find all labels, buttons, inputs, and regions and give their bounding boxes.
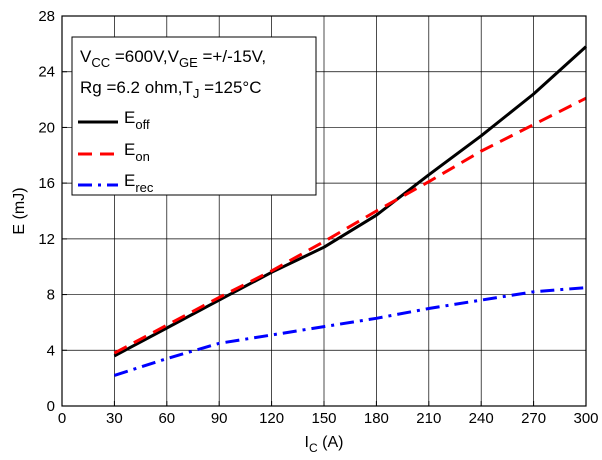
annotation-part: Rg =6.2 ohm,T <box>80 78 193 97</box>
y-tick-labels: 0 4 8 12 16 20 24 28 <box>38 8 55 415</box>
x-tick-label: 270 <box>521 410 546 427</box>
x-axis-title: IC (A) <box>305 434 344 455</box>
y-tick-label: 8 <box>47 287 55 304</box>
x-tick-label: 90 <box>211 410 228 427</box>
y-tick-label: 4 <box>47 342 55 359</box>
x-tick-label: 300 <box>573 410 598 427</box>
axis-ticks <box>61 15 587 407</box>
y-tick-label: 16 <box>38 175 55 192</box>
legend-label-sub: on <box>135 149 149 164</box>
annotation-part: J <box>193 86 200 101</box>
annotation-part: =+/-15V, <box>198 47 266 66</box>
legend-label-off: Eoff <box>124 108 150 132</box>
annotation-line-2: Rg =6.2 ohm,TJ =125°C <box>80 78 262 101</box>
annotation-part: GE <box>179 55 198 70</box>
series-line-off <box>113 45 588 358</box>
x-axis-title-sub: C <box>309 441 318 455</box>
legend-label-rec: Erec <box>124 171 154 195</box>
series-line-on <box>113 96 587 355</box>
legend-label-main: E <box>124 140 135 159</box>
y-tick-label: 0 <box>47 398 55 415</box>
annotation-part: =125°C <box>199 78 261 97</box>
x-tick-label: 0 <box>58 410 66 427</box>
y-tick-label: 20 <box>38 119 55 136</box>
legend-label-sub: off <box>135 117 150 132</box>
x-axis-title-main: I <box>305 434 309 451</box>
x-axis-title-unit: (A) <box>318 434 344 451</box>
x-tick-label: 180 <box>364 410 389 427</box>
x-tick-label: 30 <box>106 410 123 427</box>
x-tick-label: 60 <box>158 410 175 427</box>
series-line-rec <box>113 286 587 377</box>
legend-label-sub: rec <box>135 180 154 195</box>
x-tick-label: 120 <box>259 410 284 427</box>
legend-label-on: Eon <box>124 140 150 164</box>
x-tick-label: 150 <box>311 410 336 427</box>
y-tick-label: 12 <box>38 231 55 248</box>
x-tick-label: 210 <box>416 410 441 427</box>
y-axis-title: E (mJ) <box>11 187 28 234</box>
x-tick-labels: 0 30 60 90 120 150 180 210 240 270 300 <box>58 410 599 427</box>
annotation-line-1: VCC =600V,VGE =+/-15V, <box>80 47 266 70</box>
annotation-part: CC <box>91 55 110 70</box>
legend-box <box>71 36 317 196</box>
annotation-part: =600V,V <box>110 47 180 66</box>
legend: VCC =600V,VGE =+/-15V, Rg =6.2 ohm,TJ =1… <box>71 36 317 196</box>
y-tick-label: 24 <box>38 64 55 81</box>
legend-label-main: E <box>124 108 135 127</box>
annotation-part: V <box>80 47 92 66</box>
y-tick-label: 28 <box>38 8 55 25</box>
legend-label-main: E <box>124 171 135 190</box>
x-tick-label: 240 <box>469 410 494 427</box>
series-layer <box>113 45 588 377</box>
